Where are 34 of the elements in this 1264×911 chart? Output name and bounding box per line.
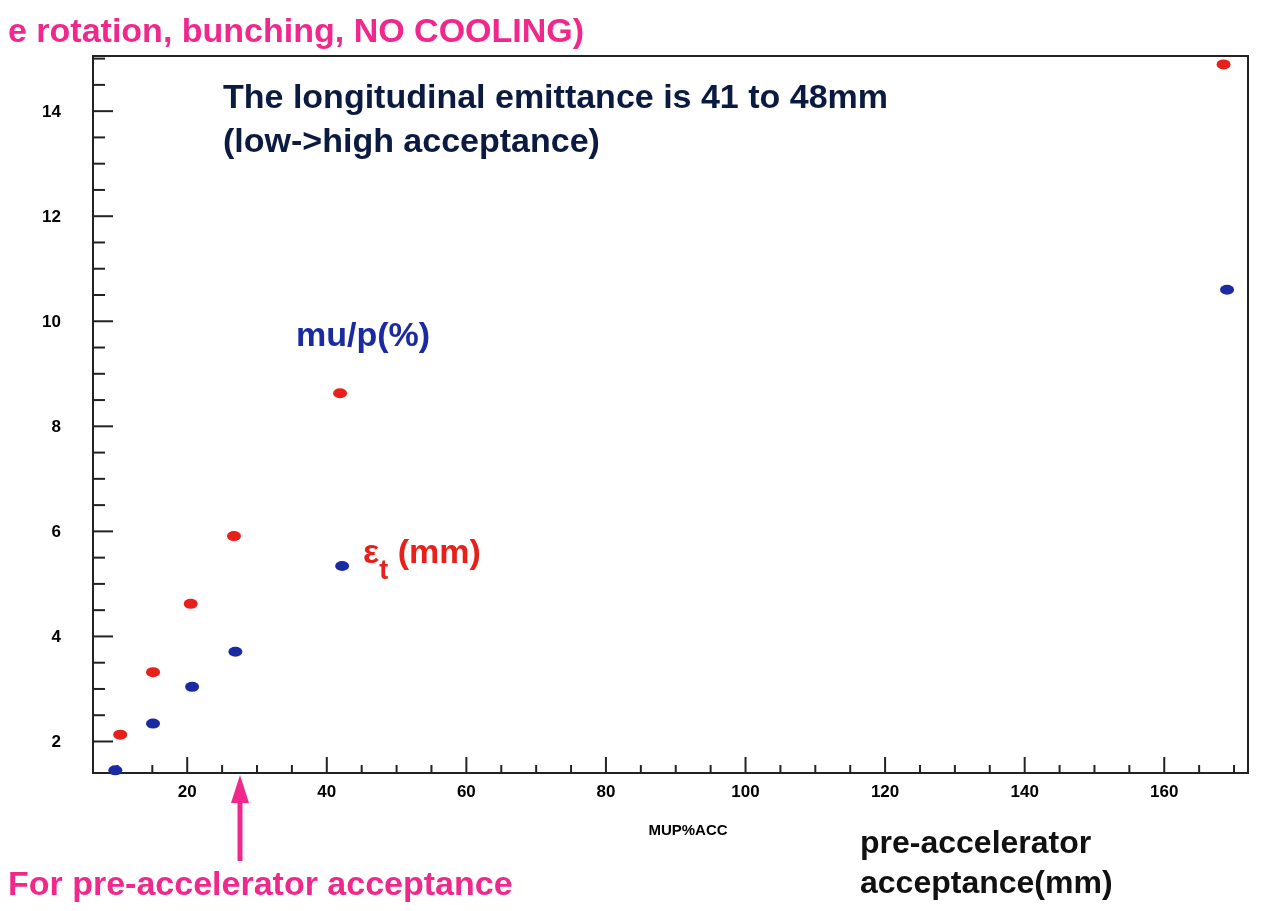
x-tick-label: 40 bbox=[317, 782, 337, 801]
y-tick-label: 4 bbox=[51, 627, 62, 647]
point bbox=[108, 765, 123, 776]
text: For pre-accelerator acceptance bbox=[8, 864, 513, 902]
text: pre-accelerator acceptance(mm) bbox=[860, 824, 1113, 900]
point bbox=[113, 729, 128, 740]
point bbox=[185, 681, 200, 692]
point bbox=[1216, 59, 1231, 70]
x-tick-label: 20 bbox=[177, 782, 197, 801]
y-tick-label: 14 bbox=[42, 102, 62, 122]
y-tick-label: 6 bbox=[51, 522, 61, 542]
y-tick-label: 10 bbox=[42, 312, 61, 332]
x-tick-label: 140 bbox=[1010, 782, 1039, 801]
point bbox=[146, 667, 161, 678]
x-tick-label: 120 bbox=[870, 782, 900, 801]
point bbox=[226, 531, 241, 542]
x-tick-label: 160 bbox=[1150, 782, 1179, 801]
chart-title: e rotation, bunching, NO COOLING) bbox=[8, 11, 585, 49]
y-tick-label: 12 bbox=[42, 207, 61, 227]
point bbox=[228, 646, 243, 657]
point bbox=[1220, 284, 1235, 295]
y-tick-label: 2 bbox=[51, 732, 61, 752]
text: mu/p(%) bbox=[296, 315, 431, 353]
x-tick-label: 100 bbox=[731, 782, 760, 801]
y-tick-label: 8 bbox=[51, 417, 61, 437]
point bbox=[333, 388, 348, 399]
point bbox=[183, 598, 198, 609]
text: ε$_{t}$ (mm) bbox=[363, 532, 481, 585]
x-axis-title: MUP%ACC bbox=[648, 821, 728, 838]
annotation: The longitudinal emittance is 41 to 48mm (low->high acceptance) bbox=[223, 77, 889, 159]
point bbox=[146, 718, 161, 729]
point bbox=[335, 561, 350, 572]
x-tick-label: 60 bbox=[456, 782, 476, 801]
x-tick-label: 80 bbox=[596, 782, 616, 801]
